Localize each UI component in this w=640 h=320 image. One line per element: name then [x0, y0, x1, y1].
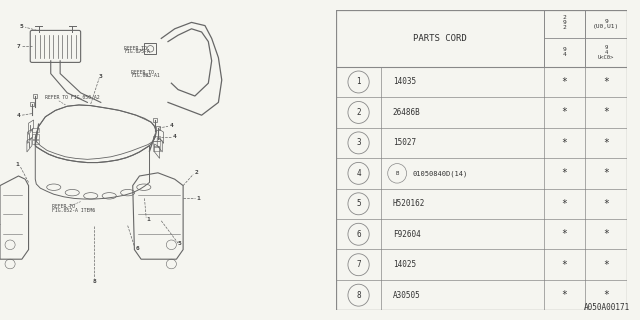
Text: *: *: [603, 108, 609, 117]
Text: 4: 4: [173, 134, 177, 140]
Text: F92604: F92604: [393, 230, 420, 239]
Text: 5: 5: [178, 241, 182, 246]
Text: *: *: [562, 138, 568, 148]
Text: B: B: [396, 171, 399, 176]
Text: 14025: 14025: [393, 260, 416, 269]
Text: *: *: [562, 260, 568, 270]
Text: *: *: [562, 77, 568, 87]
Text: *: *: [603, 290, 609, 300]
Text: 4: 4: [170, 123, 173, 128]
Text: 3: 3: [356, 138, 361, 148]
Text: *: *: [603, 168, 609, 178]
Text: 9
4
U<C0>: 9 4 U<C0>: [598, 45, 614, 60]
Text: PARTS CORD: PARTS CORD: [413, 34, 467, 43]
Text: 8: 8: [92, 279, 96, 284]
Text: 2: 2: [356, 108, 361, 117]
Text: 6: 6: [135, 245, 139, 251]
Text: A050A00171: A050A00171: [584, 303, 630, 312]
Text: 5: 5: [20, 24, 24, 29]
Text: 26486B: 26486B: [393, 108, 420, 117]
Text: FIG.075-A: FIG.075-A: [124, 49, 150, 54]
Text: REFER TO: REFER TO: [131, 69, 154, 75]
Text: *: *: [562, 108, 568, 117]
Text: 15027: 15027: [393, 138, 416, 148]
Text: 1: 1: [146, 217, 150, 222]
Text: *: *: [603, 199, 609, 209]
Text: 6: 6: [356, 230, 361, 239]
Text: 8: 8: [356, 291, 361, 300]
Text: 9
4: 9 4: [563, 47, 566, 58]
Text: 4: 4: [356, 169, 361, 178]
Text: REFER TO FIG.050-A2: REFER TO FIG.050-A2: [45, 95, 100, 100]
Text: 1: 1: [196, 196, 200, 201]
Text: 7: 7: [356, 260, 361, 269]
Text: FIG.083-A1: FIG.083-A1: [131, 73, 160, 78]
Text: 01050840D(14): 01050840D(14): [412, 170, 468, 177]
Text: 5: 5: [356, 199, 361, 208]
Text: *: *: [603, 229, 609, 239]
Text: *: *: [603, 260, 609, 270]
Text: *: *: [562, 168, 568, 178]
Text: FIG.052-A ITEM6: FIG.052-A ITEM6: [52, 208, 95, 213]
Text: *: *: [603, 138, 609, 148]
Text: *: *: [562, 199, 568, 209]
Text: *: *: [562, 229, 568, 239]
Text: REFER TO: REFER TO: [52, 204, 75, 209]
Text: 3: 3: [99, 74, 102, 79]
Text: 1: 1: [356, 77, 361, 86]
Text: 14035: 14035: [393, 77, 416, 86]
Text: 2
9
2: 2 9 2: [563, 15, 566, 30]
Text: REFER TO: REFER TO: [124, 45, 147, 51]
Text: 1: 1: [15, 162, 19, 167]
Text: 2: 2: [195, 170, 198, 175]
Text: 9
(U0,U1): 9 (U0,U1): [593, 19, 620, 29]
Text: 4: 4: [17, 113, 20, 118]
Text: H520162: H520162: [393, 199, 425, 208]
Text: 7: 7: [17, 44, 20, 49]
Text: *: *: [603, 77, 609, 87]
Text: A30505: A30505: [393, 291, 420, 300]
Text: *: *: [562, 290, 568, 300]
